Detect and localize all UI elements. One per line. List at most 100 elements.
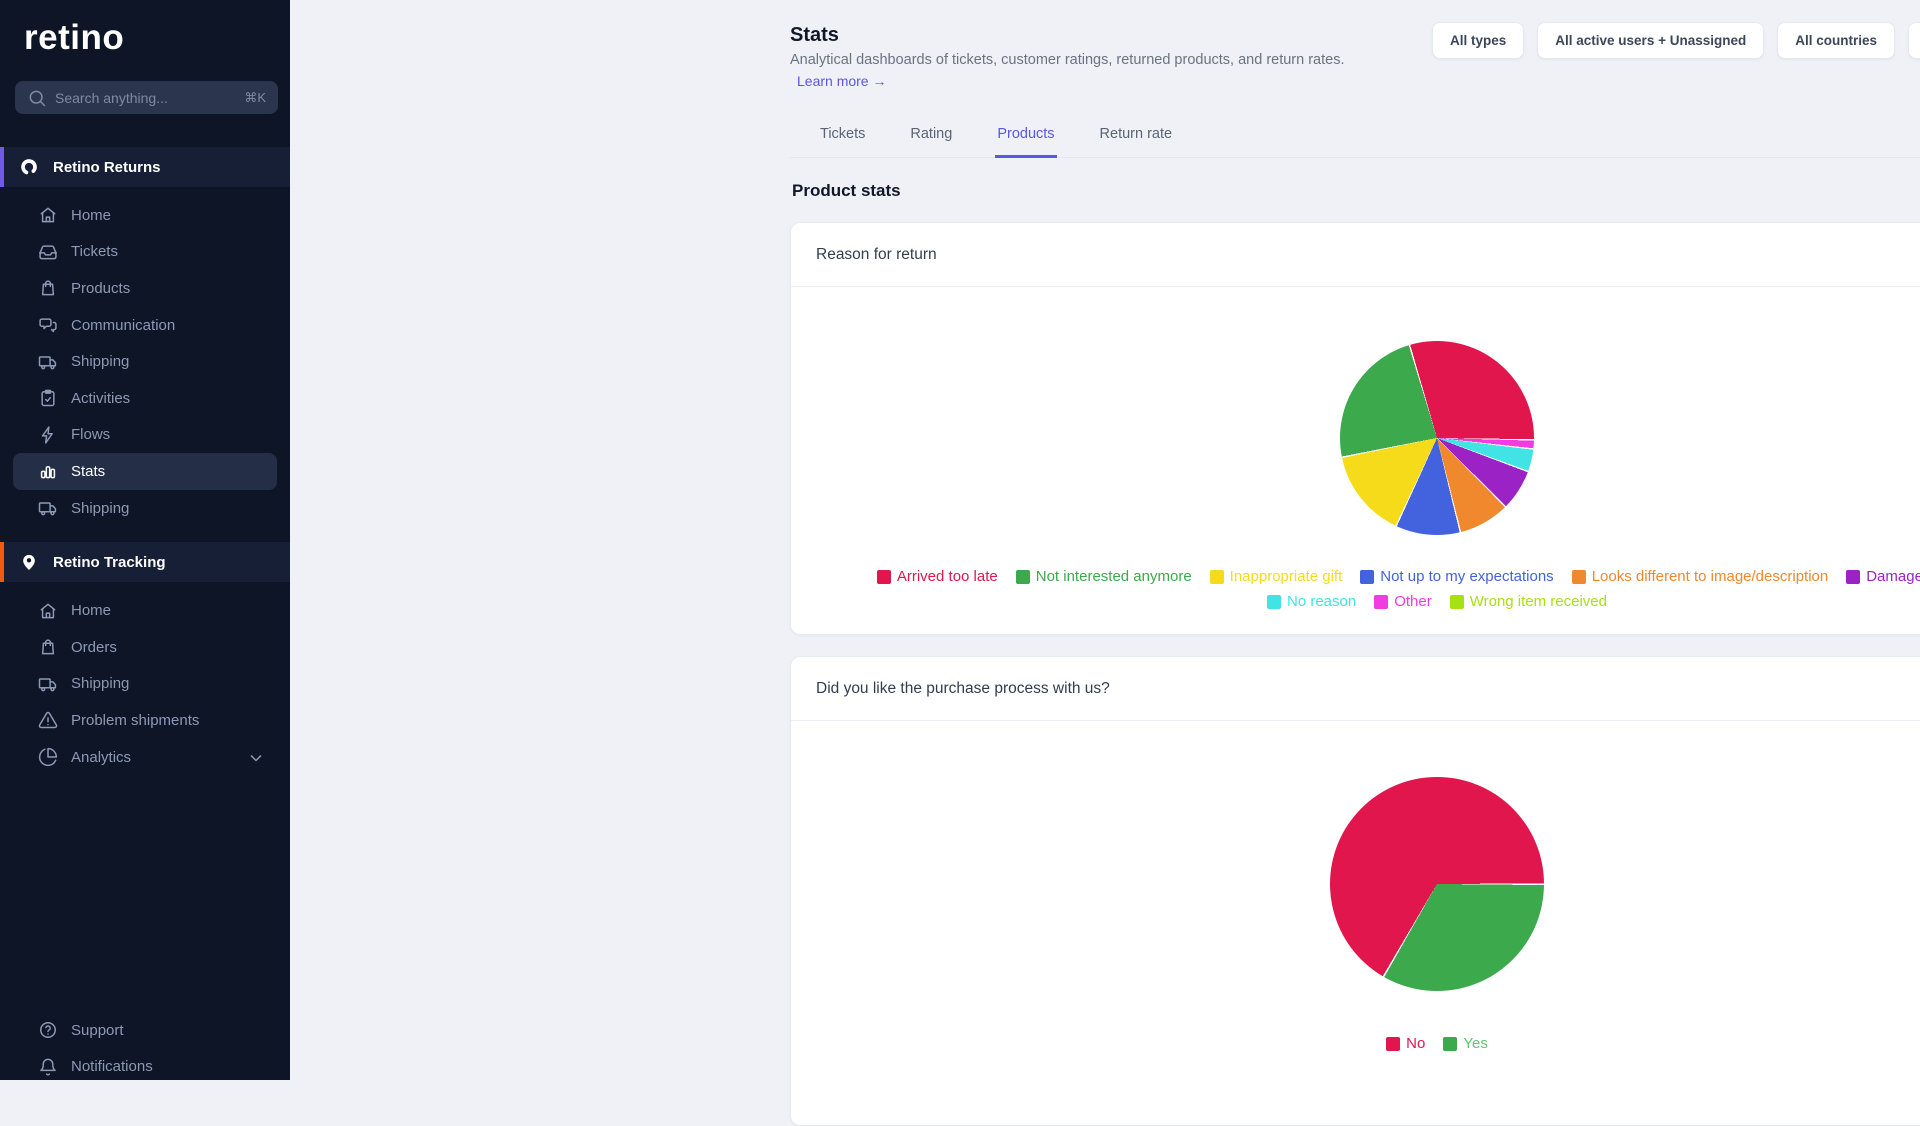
legend-label: Not interested anymore xyxy=(1035,568,1192,585)
legend-label: No reason xyxy=(1286,593,1357,610)
shopping-bag-icon xyxy=(38,278,58,298)
legend-swatch xyxy=(1374,594,1389,609)
legend-item-not-up-to-my-expectations[interactable]: Not up to my expectations xyxy=(1360,564,1554,589)
sidebar-item-label: Stats xyxy=(71,462,106,480)
alert-triangle-icon xyxy=(38,710,58,730)
sidebar-section-retino-tracking[interactable]: Retino Tracking xyxy=(0,542,290,583)
sidebar-item-label: Shipping xyxy=(71,353,130,371)
search-icon xyxy=(27,88,47,108)
filter-bar: All types All active users + Unassigned Al… xyxy=(1431,22,1920,59)
map-pin-icon xyxy=(19,552,39,572)
tab-bar: Tickets Rating Products Return rate xyxy=(790,113,1920,158)
chart-legend: No Yes xyxy=(867,1031,1920,1056)
shopping-bag-icon xyxy=(38,637,58,657)
section-items: Home Tickets Products Communication Shipping… xyxy=(0,197,290,542)
legend-item-damaged-on-arrival[interactable]: Damaged on arrival xyxy=(1846,564,1920,589)
sidebar-item-label: Home xyxy=(71,206,112,224)
sidebar-item-stats[interactable]: Stats xyxy=(13,453,277,490)
tab-return-rate[interactable]: Return rate xyxy=(1099,126,1173,142)
sidebar-item-label: Products xyxy=(71,279,131,297)
sidebar-nav: Retino Returns Home Tickets Products Communi… xyxy=(0,147,290,791)
sidebar-section-retino-returns[interactable]: Retino Returns xyxy=(0,147,290,187)
chart-area: Arrived too late Not interested anymore In… xyxy=(791,287,1920,614)
sidebar-item-home[interactable]: Home xyxy=(13,197,277,234)
tab-rating[interactable]: Rating xyxy=(910,126,953,142)
legend-label: No xyxy=(1406,1035,1426,1052)
filter-button-all-active-users-unassigned[interactable]: All active users + Unassigned xyxy=(1537,22,1765,59)
sidebar-item-label: Shipping xyxy=(71,499,130,517)
legend-item-looks-different-to-image-description[interactable]: Looks different to image/description xyxy=(1571,564,1829,589)
sidebar-item-label: Home xyxy=(71,602,112,620)
sidebar-item-orders[interactable]: Orders xyxy=(13,629,277,666)
legend-swatch xyxy=(1443,1036,1458,1051)
sidebar-item-shipping[interactable]: Shipping xyxy=(13,343,277,380)
sidebar-item-products[interactable]: Products xyxy=(13,270,277,307)
retino-logo: retino xyxy=(24,18,125,57)
legend-label: Looks different to image/description xyxy=(1591,568,1829,585)
content-column: Stats Analytical dashboards of tickets, … xyxy=(790,0,1920,1126)
chart-legend: Arrived too late Not interested anymore In… xyxy=(867,564,1920,614)
sidebar-item-shipping[interactable]: Shipping xyxy=(13,666,277,703)
card-title: Did you like the purchase process with u… xyxy=(791,657,1920,721)
page-title: Stats xyxy=(790,24,839,46)
legend-item-wrong-item-received[interactable]: Wrong item received xyxy=(1449,589,1607,614)
sidebar-item-label: Orders xyxy=(71,638,117,656)
legend-item-yes[interactable]: Yes xyxy=(1443,1031,1488,1056)
sidebar-item-shipping[interactable]: Shipping xyxy=(13,490,277,527)
sidebar-item-home[interactable]: Home xyxy=(13,592,277,629)
page-description: Analytical dashboards of tickets, custom… xyxy=(790,52,1345,68)
filter-button-all-types[interactable]: All types xyxy=(1431,22,1525,59)
chart-area: No Yes xyxy=(791,721,1920,1056)
card-title: Reason for return xyxy=(791,223,1920,287)
legend-swatch xyxy=(876,569,891,584)
tab-tickets[interactable]: Tickets xyxy=(820,126,866,142)
sidebar-item-label: Tickets xyxy=(71,243,118,261)
legend-swatch xyxy=(1015,569,1030,584)
legend-item-no-reason[interactable]: No reason xyxy=(1266,589,1357,614)
section-label: Retino Returns xyxy=(53,158,161,176)
sidebar-item-tickets[interactable]: Tickets xyxy=(13,234,277,271)
sidebar-item-communication[interactable]: Communication xyxy=(13,307,277,344)
legend-label: Arrived too late xyxy=(896,568,998,585)
sidebar-item-support[interactable]: Support xyxy=(13,1012,277,1049)
legend-label: Inappropriate gift xyxy=(1229,568,1343,585)
legend-item-arrived-too-late[interactable]: Arrived too late xyxy=(876,564,998,589)
search-input[interactable] xyxy=(55,89,237,106)
legend-swatch xyxy=(1386,1036,1401,1051)
filter-button-all-countries[interactable]: All countries xyxy=(1777,22,1895,59)
legend-label: Other xyxy=(1394,593,1432,610)
legend-label: Damaged on arrival xyxy=(1866,568,1920,585)
sidebar: retino ⌘K Retino Returns Home Tickets Produ… xyxy=(0,0,290,1080)
section-label: Retino Tracking xyxy=(53,553,166,571)
sidebar-item-label: Communication xyxy=(71,316,176,334)
section-title: Product stats xyxy=(792,181,901,200)
legend-swatch xyxy=(1449,594,1464,609)
sidebar-item-label: Flows xyxy=(71,426,111,444)
truck-icon xyxy=(38,352,58,372)
legend-item-inappropriate-gift[interactable]: Inappropriate gift xyxy=(1209,564,1343,589)
sidebar-item-flows[interactable]: Flows xyxy=(13,417,277,454)
sidebar-item-label: Notifications xyxy=(71,1058,153,1076)
bar-chart-icon xyxy=(38,461,58,481)
search-box[interactable]: ⌘K xyxy=(15,81,278,114)
legend-item-no[interactable]: No xyxy=(1386,1031,1425,1056)
sidebar-item-label: Analytics xyxy=(71,748,132,766)
clipboard-check-icon xyxy=(38,388,58,408)
truck-icon xyxy=(38,498,58,518)
sidebar-item-problem-shipments[interactable]: Problem shipments xyxy=(13,702,277,739)
reason-for-return-pie-chart xyxy=(1340,341,1534,535)
sidebar-item-label: Shipping xyxy=(71,675,130,693)
filter-button-partial[interactable] xyxy=(1908,22,1920,59)
sidebar-item-notifications[interactable]: Notifications xyxy=(13,1049,277,1086)
sidebar-item-label: Support xyxy=(71,1021,124,1039)
sidebar-item-activities[interactable]: Activities xyxy=(13,380,277,417)
legend-label: Not up to my expectations xyxy=(1380,568,1554,585)
sidebar-item-analytics[interactable]: Analytics xyxy=(13,739,277,776)
help-circle-icon xyxy=(38,1020,58,1040)
legend-item-not-interested-anymore[interactable]: Not interested anymore xyxy=(1015,564,1192,589)
search-shortcut-hint: ⌘K xyxy=(244,89,266,105)
tab-products[interactable]: Products xyxy=(995,113,1057,158)
legend-item-other[interactable]: Other xyxy=(1374,589,1432,614)
learn-more-link[interactable]: Learn more → xyxy=(797,73,887,89)
legend-swatch xyxy=(1846,569,1861,584)
